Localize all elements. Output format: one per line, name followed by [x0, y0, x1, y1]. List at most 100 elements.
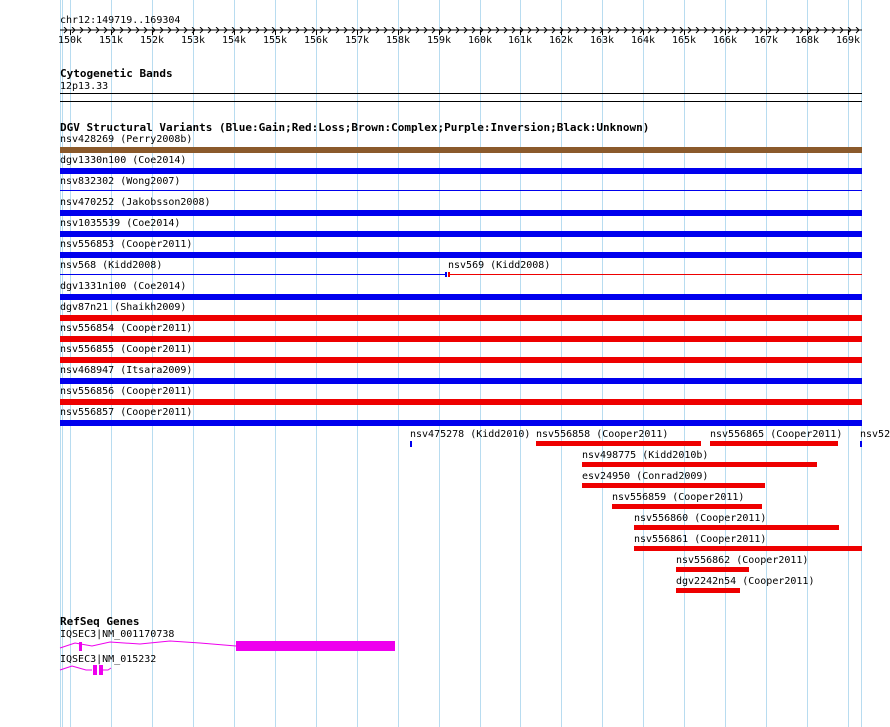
dgv-variant-bar[interactable]: [634, 525, 839, 530]
dgv-variant-label[interactable]: dgv1331n100 (Coe2014): [60, 281, 187, 292]
grid-line: [62, 0, 63, 727]
dgv-variant-label[interactable]: nsv556862 (Cooper2011): [676, 555, 809, 566]
dgv-variant-bar[interactable]: [676, 567, 749, 572]
dgv-variant-label[interactable]: nsv568 (Kidd2008): [60, 260, 163, 271]
dgv-variant-bar[interactable]: [60, 231, 862, 237]
dgv-variant-bar[interactable]: [710, 441, 838, 446]
dgv-variant-bar[interactable]: [60, 336, 862, 342]
dgv-variant-bar[interactable]: [410, 441, 412, 447]
dgv-variant-label[interactable]: nsv556858 (Cooper2011): [536, 429, 669, 440]
dgv-variant-bar[interactable]: [60, 420, 862, 426]
dgv-variant-bar[interactable]: [60, 294, 862, 300]
ruler-tick: [807, 30, 808, 35]
dgv-variant-label[interactable]: dgv87n21 (Shaikh2009): [60, 302, 187, 313]
ruler-arrow: [247, 27, 252, 34]
dgv-variant-label[interactable]: nsv832302 (Wong2007): [60, 176, 181, 187]
ruler-arrow: [423, 27, 428, 34]
dgv-variant-label[interactable]: nsv470252 (Jakobsson2008): [60, 197, 211, 208]
dgv-variant-label[interactable]: nsv498775 (Kidd2010b): [582, 450, 709, 461]
ruler-arrow: [495, 27, 500, 34]
dgv-variant-bar[interactable]: [60, 190, 862, 191]
gene-intron-line: [103, 667, 112, 671]
dgv-variant-bar[interactable]: [448, 272, 450, 277]
refseq-gene-models[interactable]: [0, 630, 890, 680]
ruler-arrow: [175, 27, 180, 34]
ruler-arrow: [703, 27, 708, 34]
dgv-variant-label[interactable]: nsv556860 (Cooper2011): [634, 513, 767, 524]
refseq-gene-label-2[interactable]: IQSEC3|NM_015232: [60, 654, 157, 665]
dgv-variant-bar[interactable]: [860, 441, 862, 447]
dgv-variant-label[interactable]: nsv556856 (Cooper2011): [60, 386, 193, 397]
dgv-variant-bar[interactable]: [450, 274, 862, 275]
ruler-arrow: [679, 27, 684, 34]
dgv-variant-label[interactable]: nsv556865 (Cooper2011): [710, 429, 843, 440]
dgv-variant-label[interactable]: nsv556859 (Cooper2011): [612, 492, 745, 503]
ruler-tick-label: 164k: [630, 35, 656, 46]
ruler-arrow: [375, 27, 380, 34]
ruler-arrow: [183, 27, 188, 34]
ruler-tick-label: 155k: [262, 35, 288, 46]
dgv-variant-bar[interactable]: [60, 252, 862, 258]
dgv-variant-label[interactable]: nsv569 (Kidd2008): [448, 260, 551, 271]
ruler-arrow: [823, 27, 828, 34]
dgv-variant-label[interactable]: esv24950 (Conrad2009): [582, 471, 709, 482]
dgv-variant-label[interactable]: dgv1330n100 (Coe2014): [60, 155, 187, 166]
dgv-variant-label[interactable]: nsv468947 (Itsara2009): [60, 365, 193, 376]
dgv-variant-bar[interactable]: [60, 399, 862, 405]
ruler-tick-label: 158k: [385, 35, 411, 46]
gene-exon: [236, 641, 395, 651]
ruler-arrow: [575, 27, 580, 34]
ruler-tick: [234, 30, 235, 35]
ruler-arrow: [655, 27, 660, 34]
ruler-arrow: [447, 27, 452, 34]
dgv-variant-bar[interactable]: [445, 272, 447, 277]
ruler-tick-label: 168k: [794, 35, 820, 46]
dgv-variant-bar[interactable]: [60, 274, 446, 275]
ruler-arrow: [711, 27, 716, 34]
dgv-variant-label[interactable]: nsv428269 (Perry2008b): [60, 134, 193, 145]
dgv-variant-bar[interactable]: [60, 147, 862, 153]
dgv-variant-bar[interactable]: [582, 483, 765, 488]
refseq-gene-label-1[interactable]: IQSEC3|NM_001170738: [60, 629, 175, 640]
dgv-variant-bar[interactable]: [676, 588, 740, 593]
dgv-variant-bar[interactable]: [60, 210, 862, 216]
ruler-arrow: [535, 27, 540, 34]
ruler-arrow: [71, 27, 76, 34]
ruler-position: chr12:149719..169304: [60, 15, 181, 26]
ruler-arrow: [727, 27, 732, 34]
dgv-variant-bar[interactable]: [60, 168, 862, 174]
dgv-variant-bar[interactable]: [60, 378, 862, 384]
ruler-tick: [316, 30, 317, 35]
dgv-variant-bar[interactable]: [536, 441, 701, 446]
grid-line: [643, 0, 644, 727]
grid-line: [316, 0, 317, 727]
ruler-arrow: [839, 27, 844, 34]
dgv-variant-label[interactable]: nsv556853 (Cooper2011): [60, 239, 193, 250]
ruler-arrow: [431, 27, 436, 34]
ruler-arrow: [807, 27, 812, 34]
dgv-variant-label[interactable]: nsv52: [860, 429, 890, 440]
dgv-variant-label[interactable]: nsv556861 (Cooper2011): [634, 534, 767, 545]
ruler-tick-label: 169k: [835, 35, 861, 46]
ruler-arrow: [855, 27, 860, 34]
ruler-arrow: [567, 27, 572, 34]
ruler-arrow: [359, 27, 364, 34]
dgv-variant-label[interactable]: nsv475278 (Kidd2010): [410, 429, 531, 440]
dgv-variant-label[interactable]: nsv556857 (Cooper2011): [60, 407, 193, 418]
dgv-variant-label[interactable]: nsv556855 (Cooper2011): [60, 344, 193, 355]
ruler-tick: [520, 30, 521, 35]
ruler-arrow: [231, 27, 236, 34]
dgv-variant-bar[interactable]: [60, 315, 862, 321]
dgv-variant-label[interactable]: dgv2242n54 (Cooper2011): [676, 576, 815, 587]
ruler-arrow: [519, 27, 524, 34]
dgv-variant-bar[interactable]: [634, 546, 862, 551]
ruler-arrow: [551, 27, 556, 34]
dgv-variant-bar[interactable]: [60, 357, 862, 363]
ruler-arrow: [87, 27, 92, 34]
dgv-variant-bar[interactable]: [582, 462, 817, 467]
ruler-line: [60, 27, 862, 34]
dgv-variant-label[interactable]: nsv556854 (Cooper2011): [60, 323, 193, 334]
ruler-arrow: [223, 27, 228, 34]
dgv-variant-bar[interactable]: [612, 504, 762, 509]
dgv-variant-label[interactable]: nsv1035539 (Coe2014): [60, 218, 181, 229]
